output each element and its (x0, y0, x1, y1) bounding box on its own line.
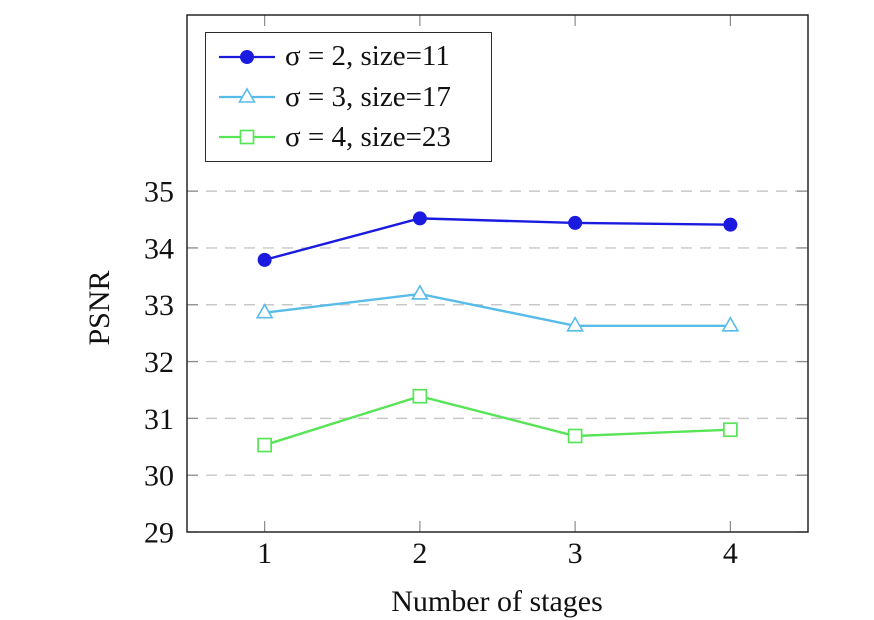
y-tick-label: 32 (144, 346, 174, 379)
legend-item-sigma3: σ = 3, size=17 (218, 81, 491, 114)
open-square-marker (239, 129, 255, 145)
x-tick-label: 1 (257, 537, 272, 570)
open-square-marker (567, 428, 583, 444)
y-axis-label: PSNR (83, 270, 116, 346)
y-tick-label: 33 (144, 289, 174, 322)
open-triangle-marker (255, 303, 274, 319)
open-square-marker (412, 388, 428, 404)
legend-item-sigma4: σ = 4, size=23 (218, 121, 491, 154)
filled-circle-marker (723, 217, 738, 232)
legend-label: σ = 3, size=17 (285, 80, 451, 113)
open-square-marker (723, 422, 738, 438)
filled-circle-marker-icon (219, 49, 275, 64)
legend-label: σ = 2, size=11 (285, 40, 450, 73)
open-square-marker-icon (219, 129, 275, 145)
x-tick-label: 4 (723, 537, 738, 570)
legend-label: σ = 4, size=23 (285, 120, 451, 153)
y-tick-label: 29 (144, 517, 174, 550)
open-triangle-marker (566, 316, 585, 332)
series-line (264, 217, 731, 262)
filled-circle-marker (240, 49, 254, 64)
y-tick-label: 30 (144, 460, 174, 493)
filled-circle-marker (568, 215, 583, 230)
open-triangle-marker-icon (219, 87, 275, 103)
legend: σ = 2, size=11 σ = 3, size=17 σ = 4, siz… (205, 32, 492, 162)
x-tick-label: 2 (412, 537, 427, 570)
series-line (264, 292, 731, 327)
filled-circle-marker (257, 252, 272, 267)
open-square-marker (257, 437, 272, 453)
y-tick-label: 35 (144, 176, 174, 209)
plot-frame (186, 14, 809, 533)
open-triangle-marker (238, 87, 256, 103)
y-tick-label: 34 (144, 232, 174, 265)
x-tick-label: 3 (568, 537, 583, 570)
legend-item-sigma2: σ = 2, size=11 (218, 40, 491, 73)
filled-circle-marker (412, 211, 427, 226)
open-triangle-marker (721, 316, 740, 332)
open-triangle-marker (410, 284, 429, 300)
series-line (264, 394, 731, 447)
y-tick-label: 31 (144, 403, 174, 436)
x-axis-label: Number of stages (391, 585, 603, 618)
